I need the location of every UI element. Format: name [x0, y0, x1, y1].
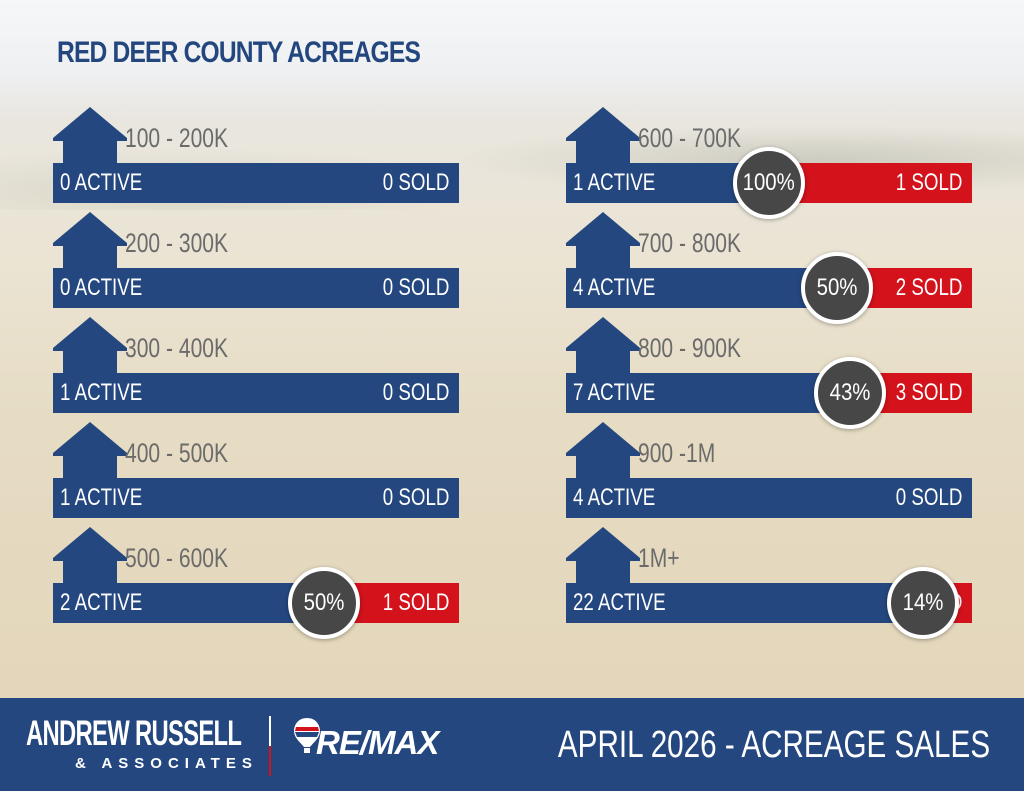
house-icon	[566, 212, 640, 270]
sell-ratio-badge: 100%	[733, 147, 805, 219]
active-count-label: 0 ACTIVE	[60, 169, 143, 196]
house-icon	[566, 317, 640, 375]
sell-ratio-badge: 50%	[288, 567, 360, 639]
price-range-row: 100 - 200K 0 ACTIVE 0 SOLD	[53, 107, 459, 203]
price-range-row: 600 - 700K 1 ACTIVE 1 SOLD 100%	[566, 107, 972, 219]
sell-ratio-badge: 43%	[814, 357, 886, 429]
house-icon	[53, 317, 127, 375]
sold-count-label: 0 SOLD	[382, 484, 449, 511]
sell-ratio-value: 50%	[303, 589, 345, 616]
price-range-label: 800 - 900K	[638, 333, 742, 363]
price-range-label: 200 - 300K	[125, 228, 229, 258]
active-count-label: 2 ACTIVE	[60, 589, 143, 616]
sell-ratio-value: 14%	[902, 589, 944, 616]
price-range-label: 1M+	[638, 543, 680, 573]
sell-ratio-value: 50%	[816, 274, 858, 301]
sold-count-label: 1 SOLD	[895, 169, 962, 196]
sold-count-label: 1 SOLD	[382, 589, 449, 616]
sell-ratio-value: 100%	[742, 169, 796, 196]
active-bar: 2 ACTIVE 1 SOLD	[53, 583, 459, 623]
page-title: RED DEER COUNTY ACREAGES	[57, 36, 421, 69]
active-count-label: 7 ACTIVE	[573, 379, 656, 406]
active-bar: 0 ACTIVE 0 SOLD	[53, 268, 459, 308]
broker-logo-text: RE/MAX	[316, 724, 439, 761]
sell-ratio-badge: 50%	[801, 252, 873, 324]
active-bar: 4 ACTIVE 0 SOLD	[566, 478, 972, 518]
house-icon	[53, 527, 127, 585]
price-range-row: 300 - 400K 1 ACTIVE 0 SOLD	[53, 317, 459, 413]
price-range-label: 700 - 800K	[638, 228, 742, 258]
sell-ratio-badge: 14%	[887, 567, 959, 639]
sold-count-label: 0 SOLD	[382, 274, 449, 301]
footer: ANDREW RUSSELL & ASSOCIATES RE/MAX APRIL…	[0, 698, 1024, 791]
active-bar: 4 ACTIVE 2 SOLD	[566, 268, 972, 308]
sold-count-label: 0 SOLD	[895, 484, 962, 511]
sold-count-label: 3 SOLD	[895, 379, 962, 406]
background-field-photo	[0, 0, 1024, 698]
brand-name: ANDREW RUSSELL	[26, 714, 242, 753]
house-icon	[566, 422, 640, 480]
price-range-row: 500 - 600K 2 ACTIVE 1 SOLD 50%	[53, 527, 459, 639]
active-bar: 1 ACTIVE 0 SOLD	[53, 373, 459, 413]
price-range-row: 400 - 500K 1 ACTIVE 0 SOLD	[53, 422, 459, 518]
price-range-row: 700 - 800K 4 ACTIVE 2 SOLD 50%	[566, 212, 972, 324]
active-count-label: 1 ACTIVE	[573, 169, 656, 196]
sold-count-label: 0 SOLD	[382, 379, 449, 406]
price-range-label: 300 - 400K	[125, 333, 229, 363]
sold-count-label: 0 SOLD	[382, 169, 449, 196]
price-range-row: 800 - 900K 7 ACTIVE 3 SOLD 43%	[566, 317, 972, 429]
active-count-label: 22 ACTIVE	[573, 589, 666, 616]
house-icon	[53, 212, 127, 270]
price-range-label: 100 - 200K	[125, 123, 229, 153]
house-icon	[53, 422, 127, 480]
price-range-row: 200 - 300K 0 ACTIVE 0 SOLD	[53, 212, 459, 308]
sell-ratio-value: 43%	[829, 379, 871, 406]
active-count-label: 1 ACTIVE	[60, 379, 143, 406]
active-bar: 0 ACTIVE 0 SOLD	[53, 163, 459, 203]
house-icon	[566, 527, 640, 585]
price-range-row: 900 -1M 4 ACTIVE 0 SOLD	[566, 422, 972, 518]
brand-sub: & ASSOCIATES	[75, 755, 258, 772]
house-icon	[566, 107, 640, 165]
active-bar: 1 ACTIVE 0 SOLD	[53, 478, 459, 518]
footer-divider	[269, 716, 271, 776]
active-bar: 7 ACTIVE 3 SOLD	[566, 373, 972, 413]
active-count-label: 4 ACTIVE	[573, 274, 656, 301]
hot-air-balloon-icon	[294, 718, 320, 753]
price-range-label: 400 - 500K	[125, 438, 229, 468]
active-count-label: 4 ACTIVE	[573, 484, 656, 511]
report-title: APRIL 2026 - ACREAGE SALES	[557, 724, 990, 766]
sold-count-label: 2 SOLD	[895, 274, 962, 301]
price-range-label: 900 -1M	[638, 438, 716, 468]
active-count-label: 1 ACTIVE	[60, 484, 143, 511]
price-range-label: 600 - 700K	[638, 123, 742, 153]
active-count-label: 0 ACTIVE	[60, 274, 143, 301]
price-range-label: 500 - 600K	[125, 543, 229, 573]
house-icon	[53, 107, 127, 165]
